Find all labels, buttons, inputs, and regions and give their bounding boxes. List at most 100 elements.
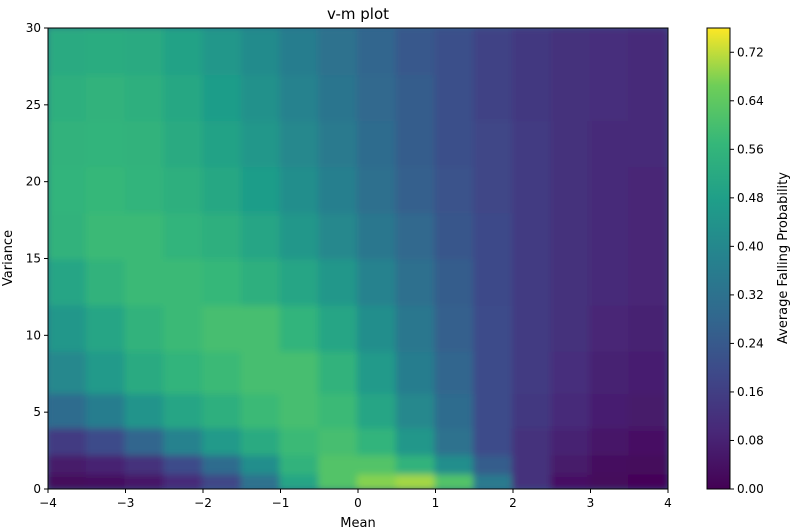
heatmap-cell bbox=[279, 426, 321, 456]
colorbar-tick-label: 0.32 bbox=[737, 288, 764, 302]
heatmap-cell bbox=[163, 426, 204, 456]
colorbar-tick-label: 0.08 bbox=[737, 433, 764, 447]
heatmap-cell bbox=[124, 28, 166, 76]
heatmap-cell bbox=[279, 73, 321, 122]
heatmap-cell bbox=[434, 165, 476, 214]
heatmap-cell bbox=[318, 303, 359, 352]
heatmap-cell bbox=[85, 391, 127, 429]
heatmap-cell bbox=[589, 257, 631, 306]
heatmap-cell bbox=[240, 303, 282, 352]
heatmap-cell bbox=[240, 426, 282, 456]
colorbar: 0.00 0.08 0.16 0.24 0.32 0.40 0.48 0.56 0.64 0.72… bbox=[706, 27, 791, 496]
colorbar-tick-label: 0.00 bbox=[737, 482, 764, 496]
heatmap-cell bbox=[279, 165, 321, 214]
heatmap-cell bbox=[395, 28, 437, 76]
heatmap-cell bbox=[628, 28, 668, 76]
heatmap-cell bbox=[589, 391, 631, 429]
x-tick-label: −2 bbox=[194, 496, 212, 510]
heatmap-cell bbox=[473, 211, 514, 260]
heatmap-cell bbox=[628, 453, 668, 475]
heatmap-cell bbox=[550, 119, 592, 168]
x-tick-label: −4 bbox=[39, 496, 57, 510]
heatmap-cell bbox=[589, 165, 631, 214]
heatmap-cell bbox=[48, 391, 88, 429]
heatmap-cell bbox=[512, 211, 553, 260]
heatmap-cell bbox=[279, 211, 321, 260]
heatmap-cell bbox=[357, 472, 398, 489]
heatmap-cell bbox=[473, 257, 514, 306]
heatmap-cell bbox=[48, 119, 88, 168]
heatmap-cell bbox=[434, 472, 476, 489]
heatmap-cell bbox=[163, 165, 204, 214]
heatmap-cell bbox=[85, 165, 127, 214]
heatmap-cell bbox=[124, 472, 166, 489]
heatmap-cell bbox=[550, 73, 592, 122]
heatmap-cell bbox=[240, 119, 282, 168]
colorbar-tick-label: 0.64 bbox=[737, 94, 764, 108]
heatmap-cell bbox=[85, 257, 127, 306]
x-axis: −4 −3 −2 −1 0 1 2 3 4 bbox=[39, 489, 672, 510]
heatmap-cell bbox=[628, 119, 668, 168]
heatmap-cell bbox=[628, 257, 668, 306]
heatmap-cell bbox=[589, 119, 631, 168]
y-tick-label: 10 bbox=[26, 328, 41, 342]
heatmap-cell bbox=[434, 119, 476, 168]
heatmap-cell bbox=[395, 119, 437, 168]
heatmap-cell bbox=[357, 73, 398, 122]
heatmap-cell bbox=[240, 257, 282, 306]
heatmap-cell bbox=[124, 211, 166, 260]
heatmap-cell bbox=[240, 349, 282, 394]
heatmap-cell bbox=[48, 165, 88, 214]
heatmap-cell bbox=[628, 472, 668, 489]
heatmap-cell bbox=[395, 426, 437, 456]
heatmap-cell bbox=[512, 303, 553, 352]
heatmap-cell bbox=[434, 257, 476, 306]
heatmap-cell bbox=[202, 165, 243, 214]
heatmap-cell bbox=[85, 119, 127, 168]
heatmap-cell bbox=[48, 257, 88, 306]
heatmap-cell bbox=[85, 472, 127, 489]
heatmap-cell bbox=[473, 165, 514, 214]
heatmap-cell bbox=[318, 119, 359, 168]
heatmap-cell bbox=[202, 472, 243, 489]
colorbar-tick-label: 0.40 bbox=[737, 239, 764, 253]
heatmap-cell bbox=[163, 349, 204, 394]
heatmap-cell bbox=[357, 303, 398, 352]
heatmap-cell bbox=[279, 391, 321, 429]
heatmap-cell bbox=[48, 426, 88, 456]
colorbar-tick-label: 0.48 bbox=[737, 191, 764, 205]
heatmap-cell bbox=[589, 73, 631, 122]
y-tick-label: 20 bbox=[26, 175, 41, 189]
heatmap-cell bbox=[124, 453, 166, 475]
heatmap-cell bbox=[357, 211, 398, 260]
heatmap-cell bbox=[473, 349, 514, 394]
heatmap-cell bbox=[240, 453, 282, 475]
heatmap-cell bbox=[434, 211, 476, 260]
heatmap-cell bbox=[202, 426, 243, 456]
heatmap-cell bbox=[202, 119, 243, 168]
heatmap-cell bbox=[124, 349, 166, 394]
heatmap-cell bbox=[85, 426, 127, 456]
x-axis-label: Mean bbox=[340, 516, 375, 531]
heatmap-cell bbox=[628, 349, 668, 394]
colorbar-tick-label: 0.72 bbox=[737, 45, 764, 59]
heatmap-cell bbox=[318, 257, 359, 306]
heatmap-cell bbox=[48, 472, 88, 489]
heatmap-cell bbox=[240, 165, 282, 214]
heatmap-cell bbox=[318, 472, 359, 489]
y-axis-label: Variance bbox=[1, 230, 16, 286]
heatmap-cell bbox=[163, 119, 204, 168]
heatmap-cell bbox=[163, 453, 204, 475]
heatmap-cell bbox=[589, 349, 631, 394]
colorbar-label: Average Falling Probability bbox=[776, 172, 791, 344]
heatmap-cell bbox=[395, 472, 437, 489]
heatmap-cell bbox=[589, 28, 631, 76]
heatmap-cell bbox=[202, 349, 243, 394]
heatmap-cell bbox=[357, 119, 398, 168]
heatmap-cell bbox=[628, 391, 668, 429]
heatmap-cell bbox=[240, 472, 282, 489]
heatmap-cell bbox=[48, 349, 88, 394]
heatmap-cell bbox=[473, 73, 514, 122]
heatmap-cell bbox=[434, 303, 476, 352]
heatmap-cell bbox=[550, 303, 592, 352]
